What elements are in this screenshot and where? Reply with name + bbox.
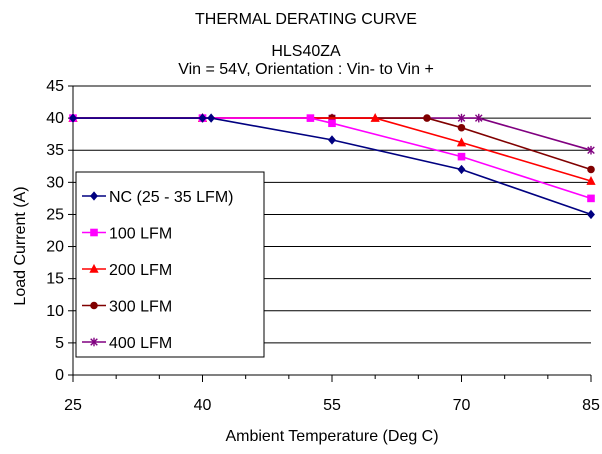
legend-label-5: 400 LFM (109, 335, 172, 352)
series-3-point-3 (370, 113, 380, 122)
series-1-point-3 (207, 113, 216, 123)
axes (68, 85, 592, 382)
series-1-point-2 (198, 113, 207, 123)
x-axis-label: Ambient Temperature (Deg C) (225, 428, 438, 445)
legend-swatch-marker-1 (90, 191, 98, 201)
series-4-point-6 (587, 165, 595, 174)
legend-label-4: 300 LFM (109, 299, 172, 316)
series-4-point-5 (457, 123, 466, 132)
y-tick-label-35: 35 (46, 142, 64, 159)
x-tick-label-40: 40 (194, 397, 212, 414)
y-tick-label-15: 15 (46, 271, 64, 288)
series-1-point-5 (457, 164, 466, 175)
legend-box (75, 171, 265, 358)
y-tick-label-30: 30 (46, 174, 64, 191)
legend: NC (25 - 35 LFM) 100 LFM 200 LFM 300 LFM 400… (75, 171, 265, 358)
y-tick-label-40: 40 (46, 110, 64, 127)
series-4-point-4 (423, 114, 431, 122)
series-2-point-4 (328, 119, 336, 128)
series-5-point-4 (457, 113, 466, 123)
y-tick-label-5: 5 (55, 335, 64, 352)
x-tick-label-25: 25 (64, 397, 82, 414)
chart-subtitle-conditions: Vin = 54V, Orientation : Vin- to Vin + (178, 61, 434, 78)
series-1-line (73, 117, 592, 216)
y-tick-label-10: 10 (46, 303, 64, 320)
y-tick-label-25: 25 (46, 206, 64, 223)
x-tick-label-70: 70 (453, 397, 471, 414)
series-1-point-6 (587, 209, 595, 220)
legend-label-3: 200 LFM (109, 262, 172, 279)
series-2-point-6 (587, 194, 595, 203)
chart-subtitle-model: HLS40ZA (271, 43, 341, 60)
x-tick-label-85: 85 (582, 397, 600, 414)
y-axis-label: Load Current (A) (12, 186, 29, 305)
x-tick-label-55: 55 (323, 397, 341, 414)
series-1-point-4 (328, 135, 336, 145)
legend-swatch-marker-5 (90, 337, 98, 347)
y-tick-label-45: 45 (46, 78, 64, 95)
chart-title: THERMAL DERATING CURVE (195, 11, 417, 28)
y-tick-label-20: 20 (46, 239, 64, 256)
series-2-point-3 (306, 114, 315, 122)
legend-label-1: NC (25 - 35 LFM) (109, 189, 233, 206)
y-tick-label-0: 0 (55, 367, 64, 384)
legend-swatch-marker-4 (90, 301, 98, 310)
tick-labels: 0 5 10 15 20 25 30 35 40 45 25 40 55 70 85 (46, 78, 600, 414)
series-lines (68, 113, 596, 220)
series-3-point-4 (456, 137, 467, 147)
legend-swatch-marker-3 (89, 263, 99, 273)
series-2-point-5 (457, 152, 466, 161)
series-5-point-5 (474, 113, 483, 123)
series-5-point-6 (587, 145, 595, 155)
series-3-point-5 (586, 175, 596, 185)
legend-label-2: 100 LFM (109, 226, 172, 243)
series-1-point-1 (69, 113, 77, 123)
legend-swatch-marker-2 (90, 228, 98, 237)
